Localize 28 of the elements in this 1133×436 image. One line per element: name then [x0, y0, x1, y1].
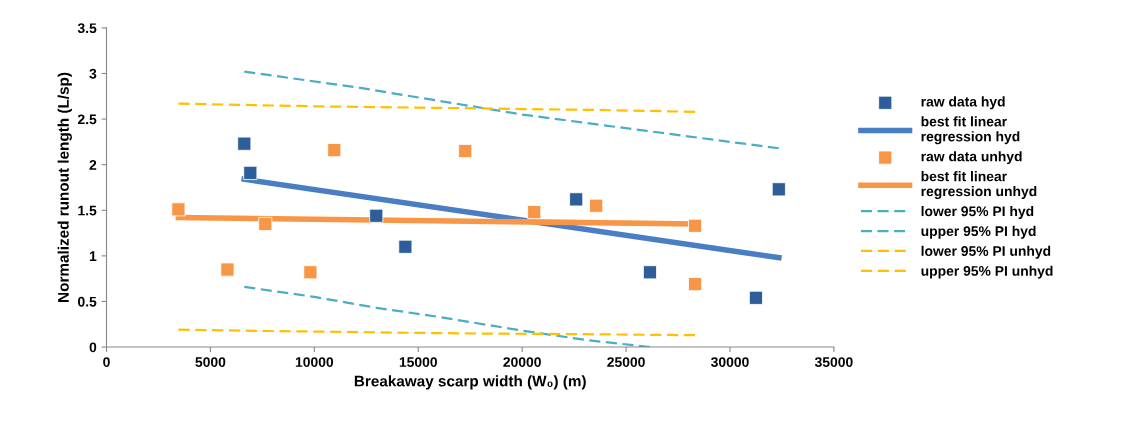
legend-label: raw data hyd — [921, 96, 1005, 110]
legend-label: upper 95% PI unhyd — [921, 265, 1053, 279]
y-tick-label: 1.5 — [78, 205, 97, 216]
line-series — [243, 70, 780, 150]
x-tick-label: 30000 — [710, 357, 749, 367]
legend-label: upper 95% PI hyd — [921, 225, 1036, 239]
x-tick-label: 25000 — [607, 357, 645, 367]
legend-label: lower 95% PI hyd — [921, 205, 1034, 219]
legend-label: raw data unhyd — [921, 151, 1022, 165]
legend-label: best fit linear regression unhyd — [921, 171, 1037, 200]
y-tick-label: 3 — [89, 68, 97, 79]
x-axis-title: Breakaway scarp width (W₀) (m) — [354, 375, 586, 390]
x-tick-label: 35000 — [814, 357, 853, 367]
y-tick-label: 0.5 — [78, 296, 97, 307]
line-series — [177, 102, 697, 113]
y-tick-label: 2 — [89, 160, 97, 170]
x-tick-label: 5000 — [195, 357, 226, 367]
y-tick-label: 3.5 — [77, 23, 97, 34]
y-axis-title: Normalized runout length (L/sp) — [57, 72, 72, 302]
x-tick-label: 0 — [103, 357, 110, 367]
legend-label: best fit linear regression hyd — [921, 116, 1020, 145]
legend-label: lower 95% PI unhyd — [921, 245, 1051, 259]
x-tick-label: 20000 — [503, 357, 541, 367]
y-tick-label: 0 — [89, 342, 97, 353]
x-tick-label: 15000 — [399, 357, 437, 367]
y-tick-label: 1 — [89, 251, 97, 261]
y-tick-label: 2.5 — [77, 114, 97, 125]
x-tick-label: 10000 — [295, 357, 334, 367]
